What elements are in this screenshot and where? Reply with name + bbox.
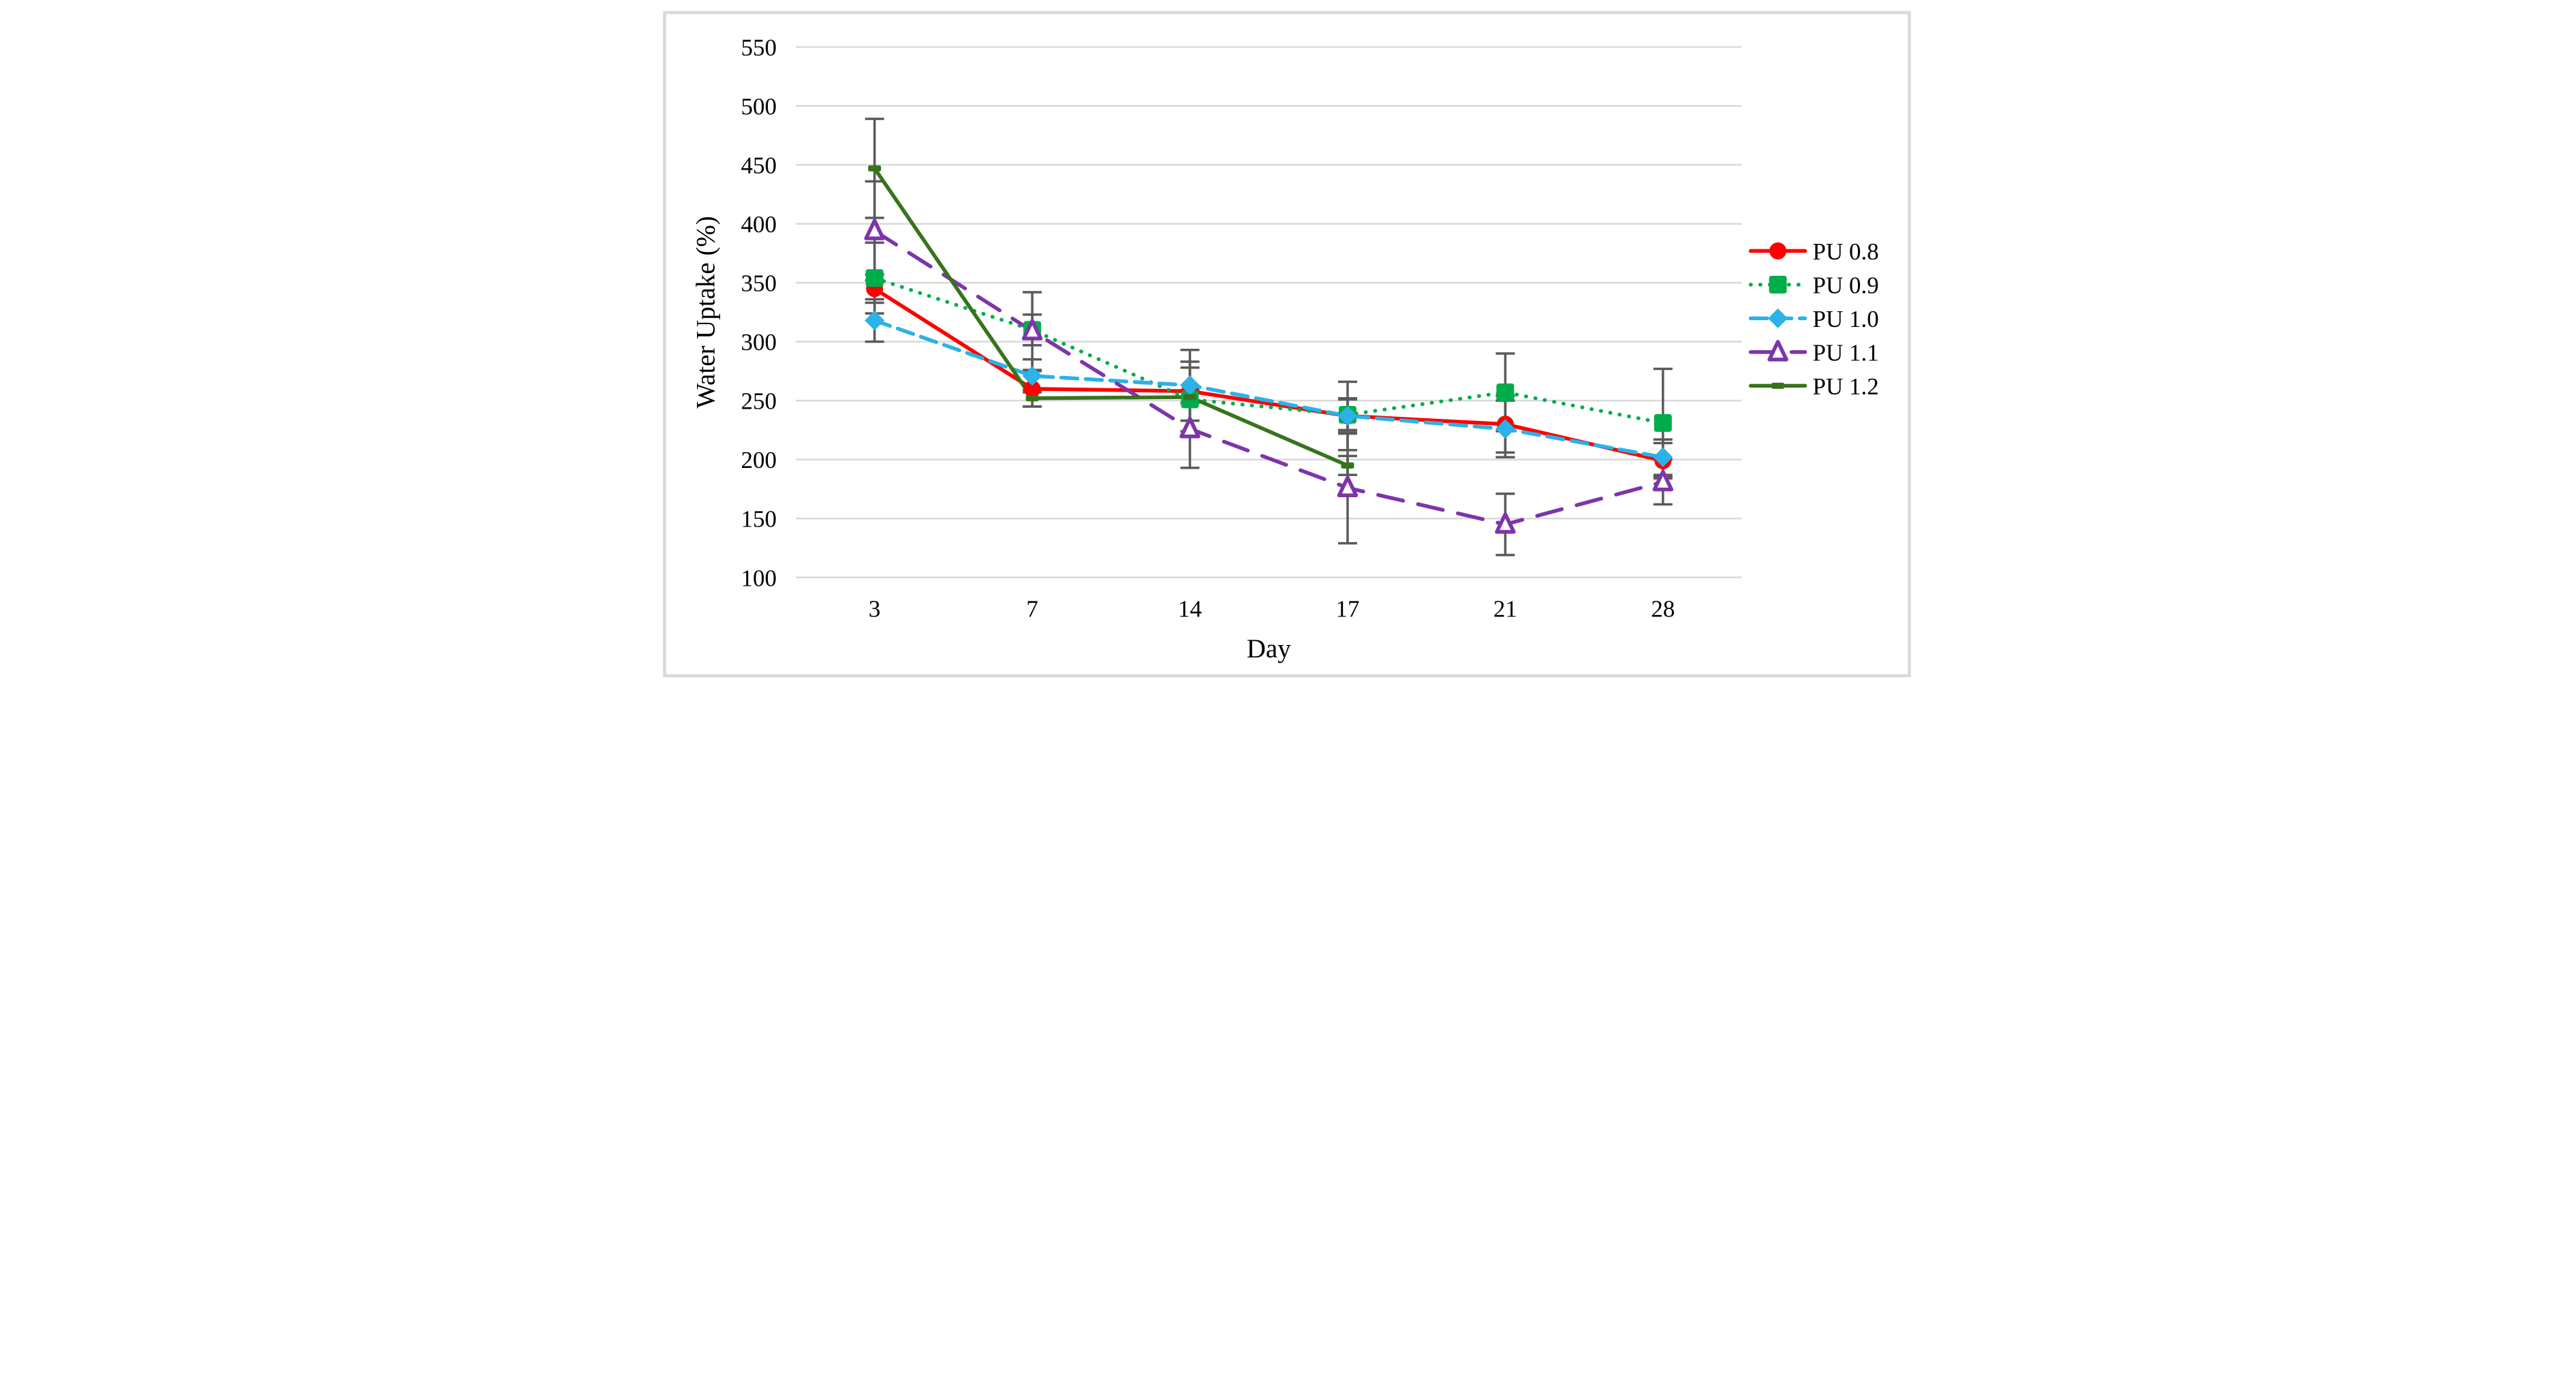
y-tick-label-250: 250 bbox=[741, 388, 776, 415]
marker-PU-0.8-day-7 bbox=[1023, 380, 1041, 398]
marker-PU-1.2-day-14 bbox=[1183, 394, 1196, 401]
x-axis-tick-labels: 3 7 14 17 21 28 bbox=[868, 596, 1674, 623]
y-tick-label-450: 450 bbox=[741, 153, 776, 179]
legend-item-PU-1.0: PU 1.0 bbox=[1748, 306, 1878, 332]
marker-PU-1.2-day-17 bbox=[1340, 462, 1354, 469]
series-line-PU-0.8 bbox=[872, 287, 1665, 463]
marker-PU-1.0-day-17 bbox=[1337, 406, 1357, 426]
chart-figure: 100 150 200 250 300 350 400 450 500 550 3 7 14 17 21 2… bbox=[644, 0, 1932, 691]
series-line-PU-1.0 bbox=[872, 318, 1665, 459]
legend-marker-diamond bbox=[1767, 308, 1788, 328]
marker-PU-1.1-day-28 bbox=[1652, 469, 1673, 492]
y-tick-label-350: 350 bbox=[741, 270, 776, 297]
series-line-PU-1.2 bbox=[872, 166, 1350, 468]
legend-marker-square bbox=[1769, 275, 1787, 294]
marker-PU-1.1-day-21 bbox=[1494, 512, 1516, 534]
x-tick-label-14: 14 bbox=[1178, 596, 1202, 623]
chart-frame-border bbox=[662, 11, 1911, 678]
x-axis-title: Day bbox=[1246, 634, 1290, 663]
marker-PU-1.1-day-14 bbox=[1179, 416, 1200, 439]
marker-PU-1.0-day-28 bbox=[1652, 447, 1673, 467]
y-tick-label-400: 400 bbox=[741, 211, 776, 238]
legend-marker-dash bbox=[1771, 382, 1784, 389]
legend-label: PU 1.0 bbox=[1812, 306, 1878, 332]
legend-marker-triangle-open bbox=[1767, 340, 1788, 362]
marker-PU-1.1-day-3 bbox=[863, 219, 885, 240]
x-tick-label-7: 7 bbox=[1026, 596, 1038, 623]
x-tick-label-28: 28 bbox=[1651, 596, 1675, 623]
legend-label: PU 1.1 bbox=[1812, 339, 1878, 366]
legend-item-PU-0.8: PU 0.8 bbox=[1748, 238, 1878, 265]
legend-label: PU 1.2 bbox=[1812, 373, 1878, 400]
y-tick-label-300: 300 bbox=[741, 329, 776, 356]
marker-PU-1.0-day-3 bbox=[864, 310, 884, 330]
marker-PU-0.9-day-3 bbox=[865, 269, 884, 287]
x-tick-label-21: 21 bbox=[1493, 596, 1517, 623]
legend-item-PU-1.1: PU 1.1 bbox=[1748, 339, 1878, 366]
x-tick-label-17: 17 bbox=[1335, 596, 1359, 623]
x-tick-label-3: 3 bbox=[868, 596, 880, 623]
y-tick-label-200: 200 bbox=[741, 447, 776, 473]
marker-PU-0.9-day-28 bbox=[1654, 414, 1672, 433]
marker-PU-1.2-day-7 bbox=[1025, 395, 1039, 402]
legend: PU 0.8 PU 0.9 PU 1.0 PU 1.1 PU 1.2 bbox=[1748, 238, 1878, 400]
chart-canvas: 100 150 200 250 300 350 400 450 500 550 3 7 14 17 21 2… bbox=[644, 0, 1932, 691]
legend-label: PU 0.9 bbox=[1812, 272, 1878, 298]
marker-PU-1.2-day-3 bbox=[867, 165, 881, 172]
y-tick-label-150: 150 bbox=[741, 506, 776, 533]
y-tick-label-500: 500 bbox=[741, 93, 776, 120]
y-tick-label-550: 550 bbox=[741, 34, 776, 61]
series-line-PU-1.1 bbox=[872, 229, 1665, 527]
legend-item-PU-0.9: PU 0.9 bbox=[1748, 272, 1878, 298]
marker-PU-1.1-day-7 bbox=[1021, 319, 1042, 341]
y-tick-label-100: 100 bbox=[741, 565, 776, 591]
legend-label: PU 0.8 bbox=[1812, 238, 1878, 265]
legend-item-PU-1.2: PU 1.2 bbox=[1748, 373, 1878, 400]
marker-PU-0.9-day-21 bbox=[1495, 383, 1514, 402]
y-axis-title: Water Uptake (%) bbox=[691, 216, 720, 409]
marker-PU-1.1-day-17 bbox=[1337, 475, 1358, 497]
series-lines bbox=[872, 166, 1665, 527]
legend-marker-circle bbox=[1769, 242, 1786, 260]
y-axis-tick-labels: 100 150 200 250 300 350 400 450 500 550 bbox=[741, 34, 776, 591]
marker-PU-1.0-day-21 bbox=[1495, 419, 1515, 439]
